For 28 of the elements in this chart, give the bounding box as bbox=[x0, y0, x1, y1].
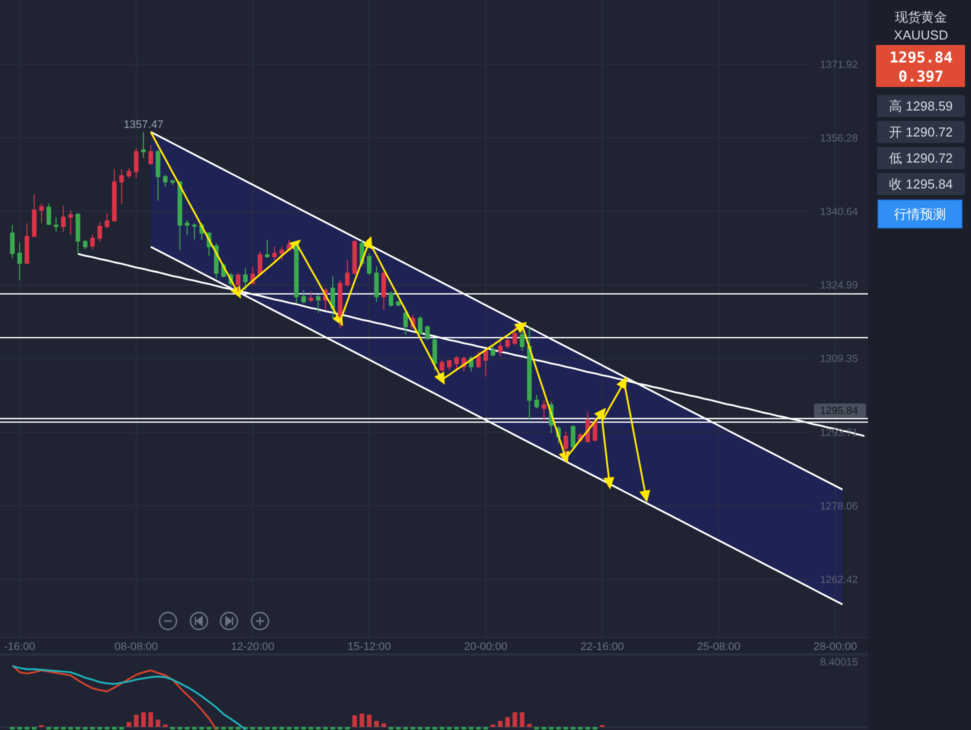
x-tick-label: 12-20:00 bbox=[230, 640, 274, 653]
x-tick-label: 25-08:00 bbox=[697, 640, 740, 653]
y-tick-label: 1340.64 bbox=[820, 206, 858, 218]
text: 高 1298.59 bbox=[889, 98, 953, 114]
text: 1295.84 bbox=[889, 48, 953, 66]
y-tick-label: 1371.92 bbox=[820, 58, 858, 71]
x-tick-label: 08-08:00 bbox=[114, 640, 158, 653]
y-tick-label: 1356.28 bbox=[820, 132, 858, 144]
text: 行情预测 bbox=[894, 206, 946, 222]
y-tick-label: 1293.71 bbox=[820, 426, 858, 439]
annotation: 1357.47 bbox=[124, 118, 164, 131]
x-tick-label: 15-12:00 bbox=[347, 640, 391, 653]
text: 低 1290.72 bbox=[889, 150, 953, 166]
x-tick-label: 22-16:00 bbox=[580, 640, 624, 653]
x-tick-label: 20-00:00 bbox=[464, 640, 508, 653]
text: 收 1295.84 bbox=[889, 176, 953, 192]
y-tick-label: 1309.35 bbox=[820, 353, 858, 366]
text: XAUUSD bbox=[894, 28, 948, 43]
x-tick-label: 28-00:00 bbox=[814, 640, 857, 653]
annotation: 8.40015 bbox=[820, 656, 858, 669]
y-tick-label: 1262.42 bbox=[820, 574, 858, 586]
text: 0.397 bbox=[898, 67, 944, 86]
text: 现货黄金 bbox=[895, 10, 947, 25]
y-tick-label: 1324.99 bbox=[820, 280, 858, 292]
text: 开 1290.72 bbox=[889, 124, 953, 140]
x-tick-label: -16:00 bbox=[4, 640, 36, 653]
ref-line-label: 1295.84 bbox=[820, 405, 858, 418]
y-tick-label: 1278.06 bbox=[820, 500, 858, 512]
